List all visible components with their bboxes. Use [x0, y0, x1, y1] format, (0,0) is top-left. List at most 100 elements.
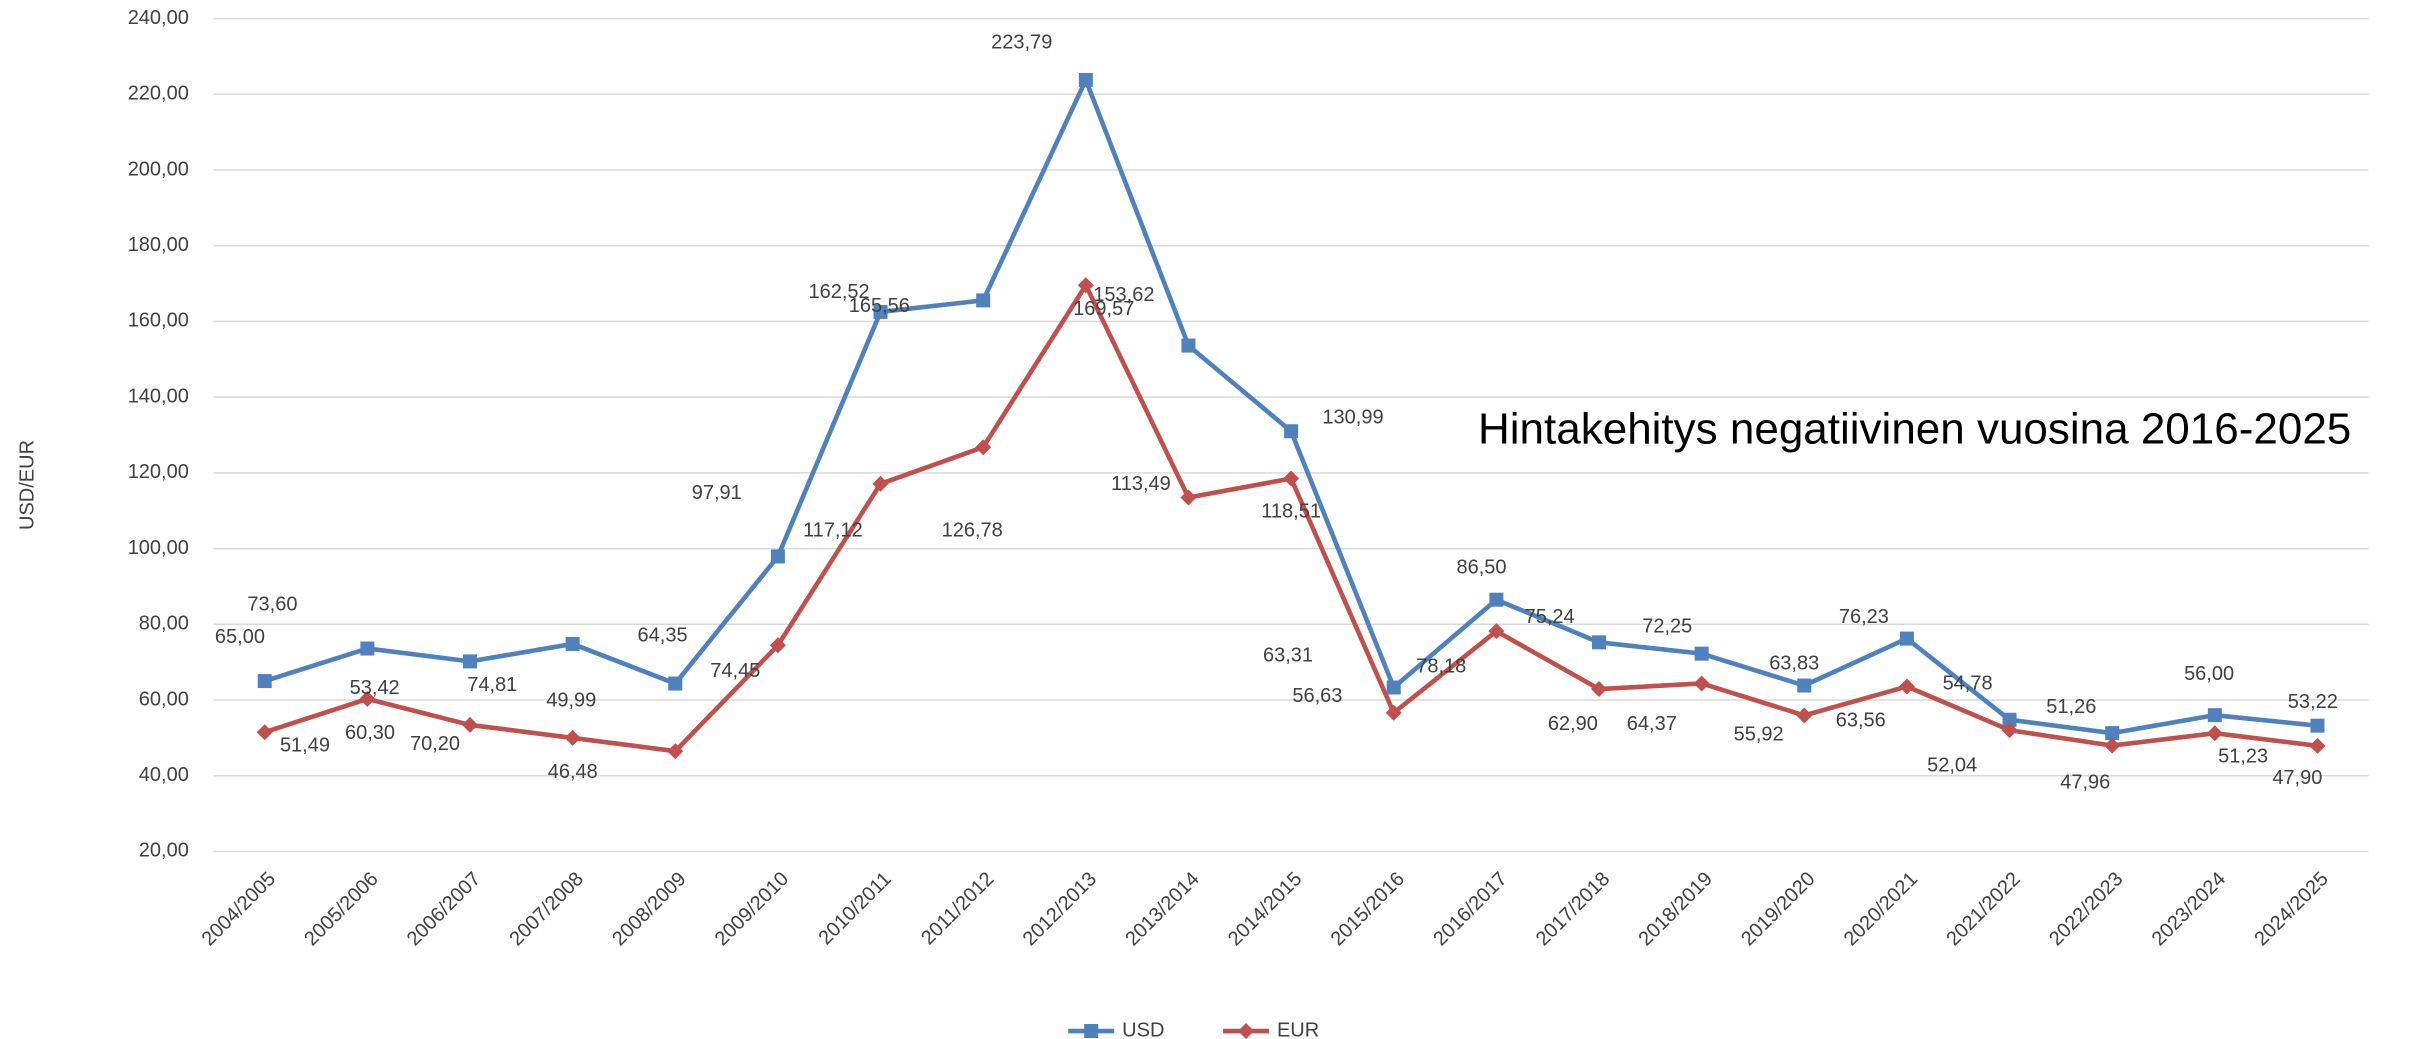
marker — [462, 654, 477, 669]
data-label: 76,23 — [1839, 606, 1889, 628]
data-label: 64,35 — [638, 625, 688, 647]
data-label: 56,63 — [1292, 685, 1342, 707]
marker — [667, 743, 684, 760]
x-tick-label: 2005/2006 — [300, 868, 382, 950]
marker — [975, 439, 992, 456]
marker — [1898, 678, 1915, 695]
marker — [872, 475, 889, 492]
x-tick-label: 2013/2014 — [1121, 868, 1203, 950]
data-label: 56,00 — [2184, 663, 2234, 685]
x-tick-label: 2008/2009 — [608, 868, 690, 950]
data-label: 162,52 — [808, 281, 869, 303]
data-label: 117,12 — [803, 519, 863, 541]
marker — [873, 304, 888, 319]
data-label: 55,92 — [1734, 724, 1784, 746]
data-label: 126,78 — [942, 519, 1003, 541]
marker — [1385, 704, 1402, 721]
x-tick-label: 2023/2024 — [2148, 868, 2230, 950]
marker — [2104, 737, 2121, 754]
data-label: 70,20 — [410, 733, 460, 755]
marker — [1084, 1024, 1099, 1039]
data-label: 65,00 — [215, 626, 265, 648]
marker — [2105, 726, 2120, 741]
x-tick-label: 2016/2017 — [1429, 868, 1511, 950]
marker — [769, 637, 786, 654]
data-label: 63,31 — [1263, 645, 1313, 667]
marker — [770, 549, 785, 564]
x-tick-label: 2024/2025 — [2250, 868, 2332, 950]
y-tick-label: 60,00 — [139, 688, 189, 710]
data-label: 47,90 — [2272, 767, 2322, 789]
marker — [2310, 718, 2325, 733]
marker — [1180, 489, 1197, 506]
annotation: Hintakehitys negatiivinen vuosina 2016-2… — [1478, 405, 2351, 454]
marker — [1237, 1023, 1254, 1039]
marker — [257, 674, 272, 689]
data-label: 97,91 — [692, 482, 742, 504]
x-tick-label: 2010/2011 — [814, 868, 895, 949]
y-tick-label: 120,00 — [128, 461, 189, 483]
x-tick-label: 2020/2021 — [1840, 868, 1922, 950]
data-label: 52,04 — [1927, 755, 1977, 777]
data-label: 165,56 — [849, 295, 910, 317]
data-label: 53,42 — [350, 677, 400, 699]
legend-label: USD — [1122, 1019, 1164, 1039]
marker — [1694, 646, 1709, 661]
marker — [564, 729, 581, 746]
marker — [1591, 681, 1608, 698]
data-label: 169,57 — [1073, 298, 1134, 320]
marker — [1592, 635, 1607, 650]
data-label: 51,26 — [2046, 696, 2096, 718]
marker — [1489, 592, 1504, 607]
y-tick-label: 80,00 — [139, 613, 189, 635]
marker — [1796, 707, 1813, 724]
data-label: 153,62 — [1093, 284, 1154, 306]
data-label: 60,30 — [345, 722, 395, 744]
y-tick-label: 140,00 — [128, 385, 189, 407]
marker — [1283, 470, 1300, 487]
data-label: 223,79 — [991, 32, 1052, 54]
data-label: 73,60 — [247, 594, 297, 616]
data-label: 72,25 — [1642, 615, 1692, 637]
x-tick-label: 2012/2013 — [1019, 868, 1101, 950]
data-label: 86,50 — [1456, 556, 1506, 578]
marker — [1077, 277, 1094, 294]
y-tick-label: 200,00 — [128, 158, 189, 180]
data-label: 74,45 — [710, 660, 760, 682]
legend-label: EUR — [1277, 1019, 1319, 1039]
marker — [1386, 680, 1401, 695]
data-label: 49,99 — [546, 690, 596, 712]
marker — [360, 641, 375, 656]
marker — [1488, 623, 1505, 640]
data-label: 54,78 — [1943, 673, 1993, 695]
data-label: 64,37 — [1627, 713, 1677, 735]
marker — [2309, 737, 2326, 754]
x-tick-label: 2022/2023 — [2045, 868, 2127, 950]
marker — [2206, 725, 2223, 742]
data-label: 51,49 — [280, 734, 330, 756]
y-tick-label: 240,00 — [128, 7, 189, 29]
y-axis-label: USD/EUR — [16, 440, 38, 530]
data-label: 46,48 — [548, 761, 598, 783]
x-tick-label: 2006/2007 — [403, 868, 485, 950]
data-label: 62,90 — [1548, 713, 1598, 735]
data-label: 130,99 — [1322, 406, 1383, 428]
marker — [976, 293, 991, 308]
x-tick-label: 2017/2018 — [1532, 868, 1614, 950]
data-label: 47,96 — [2060, 772, 2110, 794]
marker — [2001, 722, 2018, 739]
marker — [1284, 424, 1299, 439]
y-tick-label: 180,00 — [128, 234, 189, 256]
x-tick-label: 2009/2010 — [711, 868, 793, 950]
marker — [1899, 631, 1914, 646]
marker — [668, 676, 683, 691]
x-tick-label: 2021/2022 — [1942, 868, 2024, 950]
y-tick-label: 220,00 — [128, 83, 189, 105]
data-label: 63,56 — [1836, 710, 1886, 732]
x-tick-label: 2019/2020 — [1737, 868, 1819, 950]
marker — [1693, 675, 1710, 692]
marker — [2002, 712, 2017, 727]
data-label: 53,22 — [2288, 691, 2338, 713]
data-label: 74,81 — [467, 674, 517, 696]
